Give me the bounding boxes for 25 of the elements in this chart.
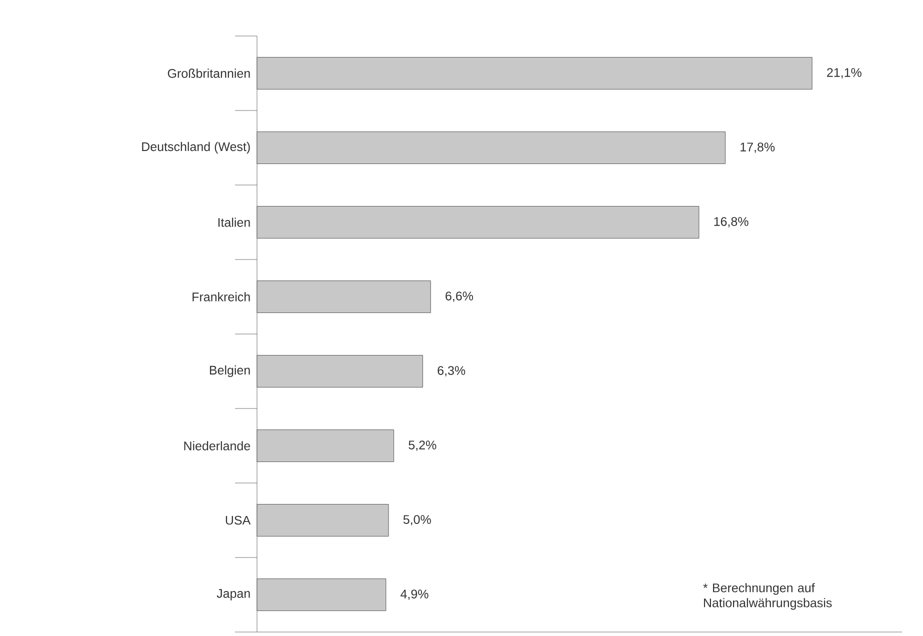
bar <box>256 280 431 313</box>
data-label: 6,6% <box>446 292 474 302</box>
bar <box>256 355 423 388</box>
data-label: 4,9% <box>400 590 428 600</box>
data-label: 5,0% <box>403 515 431 526</box>
bar <box>256 206 700 238</box>
y-tick-label: Frankreich <box>192 292 250 302</box>
y-tick-label: Belgien <box>210 365 250 378</box>
data-label: 16,8% <box>714 217 748 228</box>
data-label: 21,1% <box>827 68 862 78</box>
bar <box>256 57 812 90</box>
bar <box>256 132 726 164</box>
bar <box>256 430 394 462</box>
data-label: 6,3% <box>438 366 466 376</box>
bar <box>256 504 389 536</box>
data-label: 5,2% <box>408 440 436 451</box>
annotation: * Berechnungen auf Nationalwährungsbasis <box>703 583 832 610</box>
y-tick-label: Deutschland (West) <box>142 142 250 154</box>
y-tick-label: Großbritannien <box>168 68 250 78</box>
y-tick-label: Japan <box>216 589 250 600</box>
data-label: 17,8% <box>740 142 775 153</box>
y-tick-label: Niederlande <box>184 441 250 450</box>
y-tick-label: Italien <box>218 218 250 227</box>
y-tick-label: USA <box>226 516 251 525</box>
bar <box>256 578 386 611</box>
